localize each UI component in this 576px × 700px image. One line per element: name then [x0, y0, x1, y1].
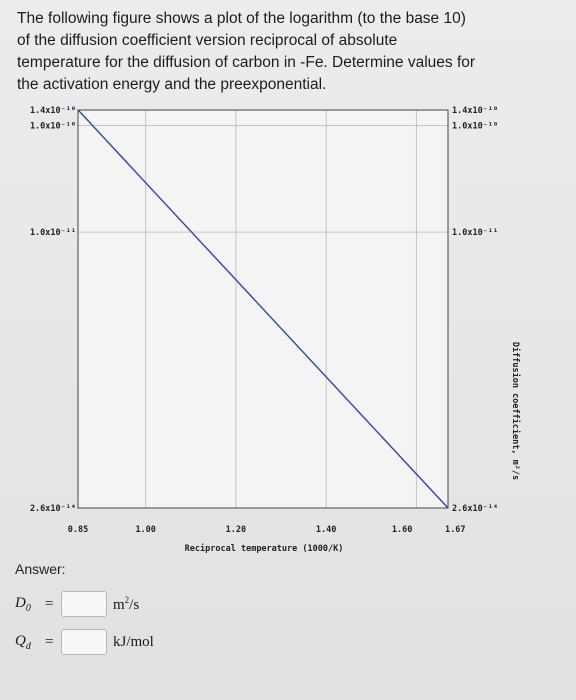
d0-unit: m2/s: [113, 595, 139, 614]
y-tick-label-right: 1.0x10⁻¹¹: [452, 228, 498, 238]
qd-label: Qd: [15, 633, 45, 652]
d0-sub: 0: [25, 602, 31, 614]
d0-label: D0: [15, 595, 45, 614]
qd-unit: kJ/mol: [113, 633, 154, 650]
x-tick-label: 1.67: [445, 525, 465, 535]
y-tick-label-left: 1.0x10⁻¹⁰: [30, 121, 76, 131]
y-tick-label-right: 1.4x10⁻¹⁰: [452, 106, 498, 116]
y-tick-label-right: 1.0x10⁻¹⁰: [452, 121, 498, 131]
x-tick-label: 1.20: [226, 525, 246, 535]
d0-answer-row: D0 = m2/s: [15, 590, 139, 618]
d0-input[interactable]: [61, 591, 107, 617]
x-tick-label: 1.40: [316, 525, 336, 535]
qd-sub: d: [25, 640, 31, 652]
question-line-2: of the diffusion coefficient version rec…: [17, 32, 398, 49]
series-line: [77, 109, 449, 509]
d0-equals: =: [45, 595, 54, 612]
y-tick-label-left: 1.4x10⁻¹⁰: [30, 106, 76, 116]
question-line-4: the activation energy and the preexponen…: [17, 76, 327, 93]
d0-unit-rest: /s: [129, 596, 140, 613]
y-axis-title: Diffusion coefficient, m²/s: [510, 342, 521, 480]
y-tick-label-left: 1.0x10⁻¹¹: [30, 228, 76, 238]
question-line-1: The following figure shows a plot of the…: [17, 10, 466, 27]
x-tick-label: 0.85: [68, 525, 88, 535]
qd-input[interactable]: [61, 629, 107, 655]
x-axis-title: Reciprocal temperature (1000/K): [185, 543, 344, 554]
d0-unit-base: m: [113, 596, 125, 613]
question-text: The following figure shows a plot of the…: [17, 8, 562, 96]
diffusion-chart: 1.4x10⁻¹⁰ 1.0x10⁻¹⁰ 1.0x10⁻¹¹ 2.6x10⁻¹⁴ 1.4x…: [30, 106, 521, 554]
d0-unit-sup: 2: [124, 594, 130, 605]
x-tick-label: 1.00: [135, 525, 155, 535]
qd-answer-row: Qd = kJ/mol: [15, 628, 154, 656]
y-tick-label-right: 2.6x10⁻¹⁴: [452, 504, 498, 514]
d0-var: D: [15, 594, 26, 611]
question-line-3: temperature for the diffusion of carbon …: [17, 54, 476, 71]
y-tick-label-left: 2.6x10⁻¹⁴: [30, 504, 76, 514]
x-tick-label: 1.60: [392, 525, 412, 535]
qd-equals: =: [45, 633, 54, 650]
chart-ticks: 1.4x10⁻¹⁰ 1.0x10⁻¹⁰ 1.0x10⁻¹¹ 2.6x10⁻¹⁴ 1.4x…: [30, 106, 498, 535]
qd-var: Q: [15, 632, 26, 649]
answer-label: Answer:: [15, 561, 66, 577]
plot-frame: [77, 109, 449, 509]
chart-series: [77, 109, 449, 509]
